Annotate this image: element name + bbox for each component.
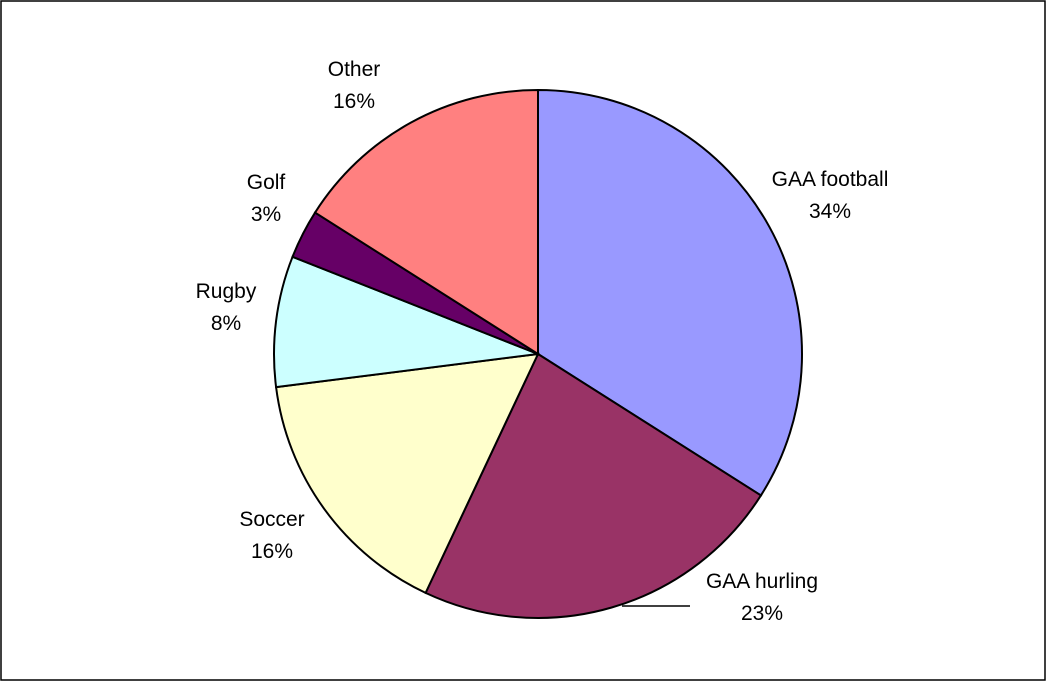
pie-slice: [274, 352, 540, 595]
label-category: GAA hurling: [706, 570, 818, 593]
data-label: GAA football 34%: [772, 168, 889, 223]
pie-slice: [313, 88, 539, 356]
label-value: 23%: [741, 602, 783, 625]
label-value: 8%: [211, 312, 241, 335]
data-label: Golf 3%: [247, 171, 286, 226]
label-category: Soccer: [239, 508, 304, 531]
label-category: GAA football: [772, 168, 889, 191]
data-label: Soccer 16%: [239, 508, 304, 563]
label-value: 3%: [251, 203, 281, 226]
pie-slice: [537, 88, 803, 497]
label-category: Golf: [247, 171, 286, 194]
label-value: 16%: [333, 90, 375, 113]
label-value: 16%: [251, 540, 293, 563]
data-label: Rugby 8%: [196, 280, 257, 335]
pie-slice: [424, 352, 763, 619]
data-label: Other 16%: [328, 58, 381, 113]
label-value: 34%: [809, 200, 851, 223]
data-label: GAA hurling 23%: [706, 570, 818, 625]
label-category: Rugby: [196, 280, 257, 303]
pie-slice: [273, 255, 539, 389]
label-category: Other: [328, 58, 381, 81]
